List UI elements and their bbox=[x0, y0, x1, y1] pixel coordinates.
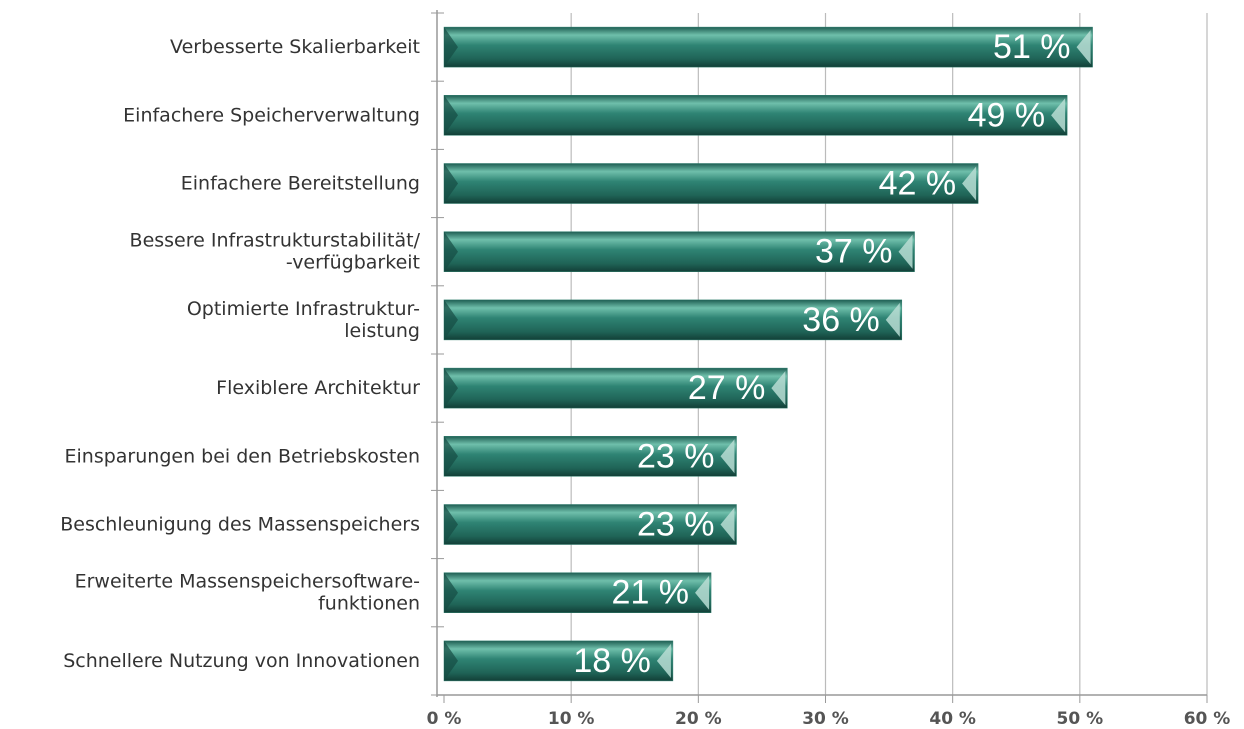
x-tick-label: 50 % bbox=[1057, 709, 1104, 729]
value-label: 42 % bbox=[879, 164, 957, 202]
bar-start bbox=[444, 163, 458, 204]
bar bbox=[443, 231, 915, 272]
value-label: 18 % bbox=[573, 642, 651, 680]
bar bbox=[443, 436, 737, 477]
y-tick-label: Einfachere Bereitstellung bbox=[181, 172, 420, 194]
y-tick-label-line: -verfügbarkeit bbox=[286, 251, 420, 273]
bar-start bbox=[444, 572, 458, 613]
bar-cap bbox=[962, 166, 977, 201]
y-tick-label-line: Flexiblere Architektur bbox=[216, 377, 420, 399]
bar-start bbox=[444, 640, 458, 681]
y-tick-label: Optimierte Infrastruktur-leistung bbox=[187, 297, 420, 341]
y-tick-label-line: funktionen bbox=[318, 592, 420, 614]
x-tick-label: 30 % bbox=[802, 709, 849, 729]
bar bbox=[443, 367, 788, 409]
bar-cap bbox=[1076, 30, 1091, 65]
y-tick-label-line: Einfachere Bereitstellung bbox=[181, 172, 420, 194]
bar-start bbox=[444, 299, 458, 340]
y-tick-label-line: Erweiterte Massenspeichersoftware- bbox=[75, 570, 420, 592]
bar-start bbox=[444, 231, 458, 272]
x-tick-label: 40 % bbox=[929, 709, 976, 729]
bar bbox=[443, 504, 737, 545]
y-tick-label: Bessere Infrastrukturstabilität/-verfügb… bbox=[130, 229, 421, 273]
y-tick-label: Erweiterte Massenspeichersoftware-funkti… bbox=[75, 570, 420, 614]
bar-start bbox=[444, 368, 458, 409]
y-tick-label: Verbesserte Skalierbarkeit bbox=[170, 36, 420, 58]
y-tick-label-line: Einsparungen bei den Betriebskosten bbox=[65, 445, 421, 467]
bar-cap bbox=[720, 439, 735, 474]
y-tick-label-line: Verbesserte Skalierbarkeit bbox=[170, 36, 420, 58]
bar bbox=[443, 299, 903, 341]
bar bbox=[443, 163, 979, 204]
x-tick-label: 60 % bbox=[1184, 709, 1231, 729]
bar-start bbox=[444, 436, 458, 477]
y-tick-label-line: Optimierte Infrastruktur- bbox=[187, 297, 420, 319]
y-tick-label-line: Bessere Infrastrukturstabilität/ bbox=[130, 229, 421, 251]
value-label: 23 % bbox=[637, 437, 715, 475]
y-tick-label: Beschleunigung des Massenspeichers bbox=[60, 513, 420, 535]
value-label: 51 % bbox=[993, 28, 1071, 66]
x-tick-label: 20 % bbox=[675, 709, 722, 729]
y-tick-label: Schnellere Nutzung von Innovationen bbox=[63, 649, 420, 671]
y-tick-label: Einsparungen bei den Betriebskosten bbox=[65, 445, 421, 467]
bar-start bbox=[444, 27, 458, 68]
x-tick-label: 0 % bbox=[427, 709, 462, 729]
y-tick-label: Einfachere Speicherverwaltung bbox=[123, 104, 420, 126]
bar-cap bbox=[898, 234, 913, 269]
y-tick-label-line: Schnellere Nutzung von Innovationen bbox=[63, 649, 420, 671]
bar-cap bbox=[771, 371, 786, 406]
y-tick-label-line: Beschleunigung des Massenspeichers bbox=[60, 513, 420, 535]
value-label: 23 % bbox=[637, 505, 715, 543]
bar-start bbox=[444, 95, 458, 136]
value-label: 27 % bbox=[688, 369, 766, 407]
value-label: 49 % bbox=[968, 96, 1046, 134]
y-tick-label: Flexiblere Architektur bbox=[216, 377, 420, 399]
bar-cap bbox=[720, 507, 735, 542]
bar-cap bbox=[1051, 98, 1066, 133]
value-label: 36 % bbox=[802, 301, 880, 339]
bar-cap bbox=[656, 643, 671, 678]
bar bbox=[443, 640, 674, 682]
bar-cap bbox=[885, 302, 900, 337]
bar-start bbox=[444, 504, 458, 545]
bar-cap bbox=[695, 575, 710, 610]
y-tick-label-line: leistung bbox=[344, 319, 420, 341]
bar bbox=[443, 26, 1093, 68]
x-tick-label: 10 % bbox=[548, 709, 595, 729]
value-label: 37 % bbox=[815, 233, 893, 271]
value-label: 21 % bbox=[612, 574, 690, 612]
bar bbox=[443, 572, 712, 613]
y-tick-label-line: Einfachere Speicherverwaltung bbox=[123, 104, 420, 126]
bar bbox=[443, 95, 1068, 136]
